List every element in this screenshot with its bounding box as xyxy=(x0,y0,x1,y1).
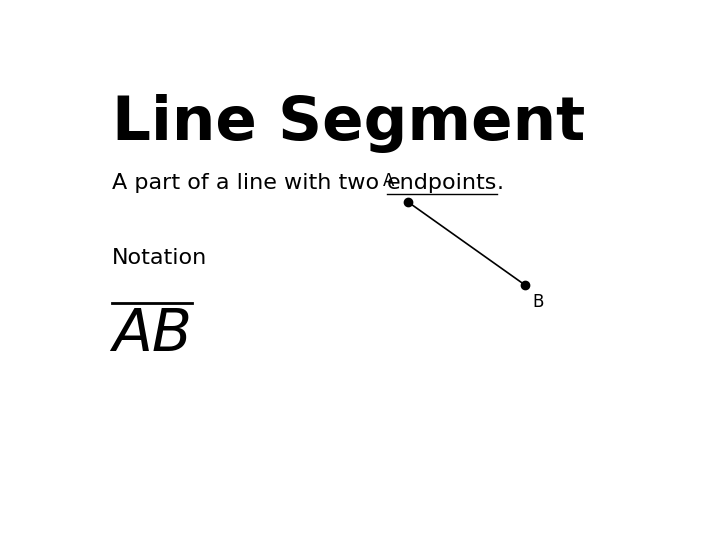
Text: .: . xyxy=(497,173,504,193)
Text: AB: AB xyxy=(112,306,192,363)
Text: A part of a line with two: A part of a line with two xyxy=(112,173,387,193)
Text: Notation: Notation xyxy=(112,248,207,268)
Text: Line Segment: Line Segment xyxy=(112,94,585,153)
Text: A: A xyxy=(383,172,394,190)
Text: endpoints: endpoints xyxy=(387,173,497,193)
Text: B: B xyxy=(532,294,544,312)
